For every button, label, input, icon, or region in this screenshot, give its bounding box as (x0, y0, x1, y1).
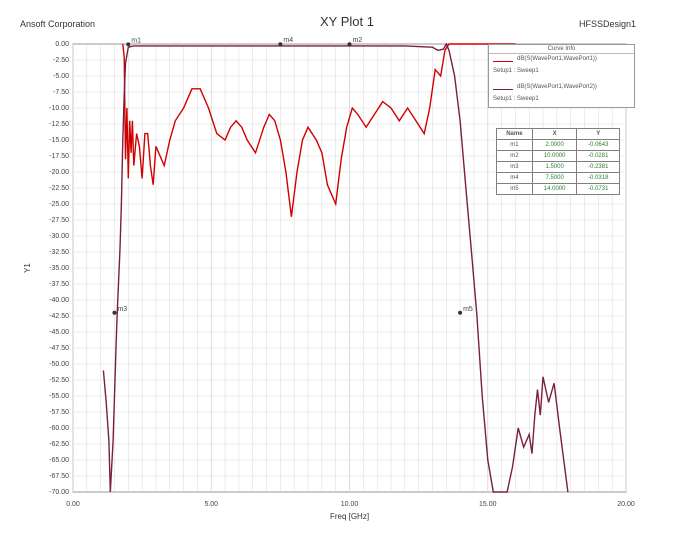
x-tick-label: 5.00 (204, 501, 218, 508)
series-line-s11 (122, 43, 516, 217)
x-tick-label: 0.00 (66, 501, 80, 508)
table-row: m1 2.0000 -0.0643 (496, 139, 620, 151)
marker-table: Name X Y m1 2.0000 -0.0643 m2 10.0000 -0… (496, 128, 620, 195)
marker-name: m2 (496, 150, 533, 162)
marker-x: 1.5000 (531, 161, 578, 173)
marker-x: 10.0000 (531, 150, 578, 162)
y-tick-label: -35.00 (49, 265, 69, 272)
marker-y: -0.2381 (576, 161, 620, 173)
marker-name: m3 (496, 161, 533, 173)
col-name-header: Name (496, 128, 533, 140)
table-row: m2 10.0000 -0.0281 (496, 150, 620, 162)
curve-info-legend: Curve Info dB(S(WavePort1,WavePort1)) Se… (488, 44, 635, 108)
marker-label: m3 (117, 306, 127, 313)
marker-label: m5 (463, 306, 473, 313)
marker-x: 2.0000 (531, 139, 578, 151)
legend-series-name: dB(S(WavePort1,WavePort2)) (517, 84, 597, 90)
series-line-s21 (102, 42, 569, 493)
marker-label: m2 (353, 37, 363, 44)
y-tick-label: -32.50 (49, 249, 69, 256)
y-tick-label: -25.00 (49, 201, 69, 208)
table-row: m4 7.5000 -0.0318 (496, 172, 620, 184)
chart-title: XY Plot 1 (320, 14, 374, 29)
x-axis-label: Freq [GHz] (330, 512, 369, 521)
marker-y: -0.0318 (576, 172, 620, 184)
marker-x: 7.5000 (531, 172, 578, 184)
marker-point (458, 310, 463, 315)
marker-label: m1 (131, 37, 141, 44)
y-tick-label: -5.00 (53, 73, 69, 80)
table-row: m5 14.0000 -0.0731 (496, 183, 620, 195)
y-tick-label: -62.50 (49, 441, 69, 448)
y-tick-label: 0.00 (55, 41, 69, 48)
legend-swatch-s21 (493, 89, 513, 90)
y-tick-label: -42.50 (49, 313, 69, 320)
marker-point (347, 42, 352, 47)
y-tick-label: -17.50 (49, 153, 69, 160)
y-tick-label: -55.00 (49, 393, 69, 400)
y-tick-label: -20.00 (49, 169, 69, 176)
x-tick-label: 15.00 (479, 501, 497, 508)
design-name-label: HFSSDesign1 (578, 19, 636, 29)
marker-y: -0.0281 (576, 150, 620, 162)
y-tick-label: -47.50 (49, 345, 69, 352)
y-tick-label: -67.50 (49, 473, 69, 480)
legend-swatch-s11 (493, 61, 513, 62)
y-tick-label: -7.50 (53, 89, 69, 96)
y-tick-label: -10.00 (49, 105, 69, 112)
y-tick-label: -27.50 (49, 217, 69, 224)
legend-setup-name: Setup1 : Sweep1 (493, 68, 539, 74)
y-tick-label: -45.00 (49, 329, 69, 336)
y-tick-label: -50.00 (49, 361, 69, 368)
marker-y: -0.0643 (576, 139, 620, 151)
marker-name: m5 (496, 183, 533, 195)
y-tick-label: -2.50 (53, 57, 69, 64)
marker-label: m4 (283, 37, 293, 44)
y-tick-label: -70.00 (49, 489, 69, 496)
company-label: Ansoft Corporation (20, 19, 96, 29)
y-axis-label: Y1 (23, 263, 32, 273)
y-tick-label: -40.00 (49, 297, 69, 304)
legend-title: Curve Info (489, 45, 634, 54)
x-tick-label: 20.00 (617, 501, 635, 508)
marker-y: -0.0731 (576, 183, 620, 195)
marker-point (126, 42, 131, 47)
marker-point (112, 310, 117, 315)
col-x-header: X (531, 128, 578, 140)
y-tick-label: -15.00 (49, 137, 69, 144)
marker-name: m1 (496, 139, 533, 151)
col-y-header: Y (576, 128, 620, 140)
y-tick-label: -57.50 (49, 409, 69, 416)
marker-point (278, 42, 283, 47)
marker-x: 14.0000 (531, 183, 578, 195)
y-tick-label: -30.00 (49, 233, 69, 240)
marker-table-header: Name X Y (496, 128, 620, 140)
legend-setup-name: Setup1 : Sweep1 (493, 96, 539, 102)
y-tick-label: -60.00 (49, 425, 69, 432)
y-tick-label: -12.50 (49, 121, 69, 128)
x-tick-label: 10.00 (341, 501, 359, 508)
legend-series-name: dB(S(WavePort1,WavePort1)) (517, 56, 597, 62)
legend-entry: dB(S(WavePort1,WavePort2)) Setup1 : Swee… (489, 82, 634, 110)
y-tick-label: -37.50 (49, 281, 69, 288)
table-row: m3 1.5000 -0.2381 (496, 161, 620, 173)
legend-entry: dB(S(WavePort1,WavePort1)) Setup1 : Swee… (489, 54, 634, 82)
y-tick-label: -65.00 (49, 457, 69, 464)
marker-name: m4 (496, 172, 533, 184)
y-tick-label: -52.50 (49, 377, 69, 384)
y-tick-label: -22.50 (49, 185, 69, 192)
